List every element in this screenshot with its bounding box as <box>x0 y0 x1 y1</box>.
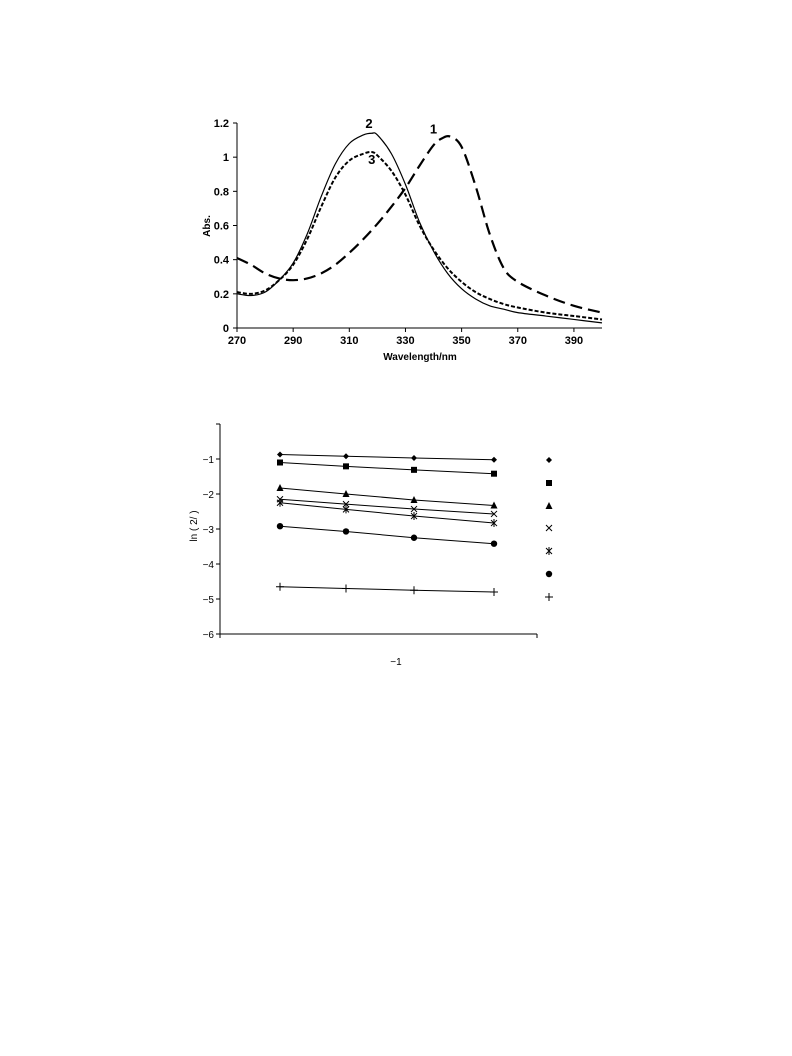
ln-plot-triangle-point <box>276 484 284 492</box>
ln-plot-x-axis-label: −1 <box>390 657 402 668</box>
ln-plot-triangle-point <box>342 490 350 497</box>
ln-plot-triangle-point <box>490 501 498 509</box>
ln-plot-star-point <box>490 519 498 528</box>
absorbance-y-tick-label: 1 <box>223 152 229 164</box>
ln-plot-diamond-point <box>411 454 417 461</box>
ln-plot-legend-diamond-marker <box>546 457 552 463</box>
ln-plot-plus-point <box>276 582 284 591</box>
ln-plot-square-point <box>343 463 349 470</box>
ln-plot-plus-point <box>410 586 418 595</box>
ln-plot-x-point <box>410 505 418 513</box>
absorbance-y-axis-label: Abs. <box>202 215 213 237</box>
ln-plot-x-point <box>490 510 498 518</box>
ln-plot-series-star-line <box>279 502 495 524</box>
ln-plot-legend <box>545 457 553 601</box>
ln-plot-diamond-point <box>343 453 349 460</box>
ln-plot-diamond-point <box>277 451 283 458</box>
ln-plot-circle-point <box>342 528 350 535</box>
absorbance-x-tick-label: 310 <box>340 335 358 347</box>
ln-plot-star-point <box>342 505 350 514</box>
ln-plot-legend-square-marker <box>546 480 552 486</box>
ln-plot-series-diamond-line <box>279 453 495 461</box>
absorbance-y-tick-label: 0.2 <box>214 289 229 301</box>
ln-plot-series <box>276 451 498 596</box>
ln-plot-circle-point <box>276 523 284 530</box>
ln-plot-circle-point <box>490 540 498 547</box>
ln-plot-circle-point <box>410 534 418 541</box>
absorbance-y-tick-label: 0.4 <box>214 255 230 267</box>
ln-plot-series-square-line <box>279 462 495 475</box>
absorbance-x-tick-label: 330 <box>396 335 414 347</box>
absorbance-y-ticks: 0 0.2 0.4 0.6 0.8 1 1.2 <box>214 118 237 335</box>
absorbance-y-tick-label: 0.6 <box>214 221 229 233</box>
ln-plot-series-plus-line <box>279 586 495 593</box>
absorbance-y-tick-label: 0.8 <box>214 186 229 198</box>
ln-plot-star-point <box>410 512 418 521</box>
ln-plot-legend-triangle-marker <box>545 502 553 509</box>
ln-plot-plus-point <box>490 588 498 596</box>
ln-plot-y-tick-label: −1 <box>203 455 215 466</box>
ln-plot-y-tick-label: −6 <box>203 630 215 641</box>
ln-plot-axes <box>216 423 538 638</box>
absorbance-x-ticks: 270 290 310 330 350 370 390 <box>228 328 583 347</box>
ln-plot-series-x-line <box>279 498 495 515</box>
ln-plot-series-circle-line <box>279 525 495 545</box>
ln-plot-legend-star-marker <box>545 547 553 555</box>
ln-plot-diamond-point <box>491 456 497 463</box>
ln-plot-square-point <box>491 470 497 477</box>
ln-plot-square-point <box>277 459 283 466</box>
absorbance-series-2-line <box>236 132 603 324</box>
absorbance-chart: 00.20.40.60.811.2 270 290 310 330 350 370 390 … <box>202 116 603 363</box>
absorbance-x-tick-label: 350 <box>452 335 470 347</box>
absorbance-x-tick-label: 290 <box>284 335 302 347</box>
ln-plot-y-tick-label: −2 <box>203 490 215 501</box>
absorbance-y-tick-label: 0 <box>223 323 229 335</box>
ln-plot-y-tick-label: −4 <box>203 560 215 571</box>
ln-plot-chart: −1 −2 −3 −4 −5 −6 ln ( 2/ ) −1 <box>189 423 553 668</box>
ln-plot-star-point <box>276 498 284 507</box>
absorbance-y-tick-label: 1.2 <box>214 118 229 130</box>
ln-plot-legend-x-marker <box>545 524 553 532</box>
absorbance-series-3-line <box>236 150 603 321</box>
absorbance-curve-label: 2 <box>365 116 372 131</box>
ln-plot-legend-circle-marker <box>545 570 553 578</box>
absorbance-x-tick-label: 370 <box>509 335 527 347</box>
absorbance-x-tick-label: 390 <box>565 335 583 347</box>
absorbance-series <box>236 132 603 324</box>
absorbance-curve-label: 1 <box>430 121 437 136</box>
absorbance-series-1-line <box>236 135 603 314</box>
ln-plot-legend-plus-marker <box>545 593 553 601</box>
ln-plot-y-tick-label: −3 <box>203 525 215 536</box>
ln-plot-x-point <box>342 500 350 508</box>
ln-plot-series-triangle-line <box>279 487 495 507</box>
absorbance-x-axis-label: Wavelength/nm <box>383 352 457 363</box>
absorbance-curve-labels: 1 2 3 <box>365 116 437 167</box>
ln-plot-y-axis-label: ln ( 2/ ) <box>189 510 200 541</box>
absorbance-x-tick-label: 270 <box>228 335 246 347</box>
ln-plot-y-tick-label: −5 <box>203 595 215 606</box>
ln-plot-plus-point <box>342 584 350 593</box>
absorbance-curve-label: 3 <box>368 152 375 167</box>
ln-plot-triangle-point <box>410 495 418 503</box>
ln-plot-square-point <box>411 466 417 473</box>
ln-plot-y-ticks: −1 −2 −3 −4 −5 −6 <box>203 455 220 641</box>
